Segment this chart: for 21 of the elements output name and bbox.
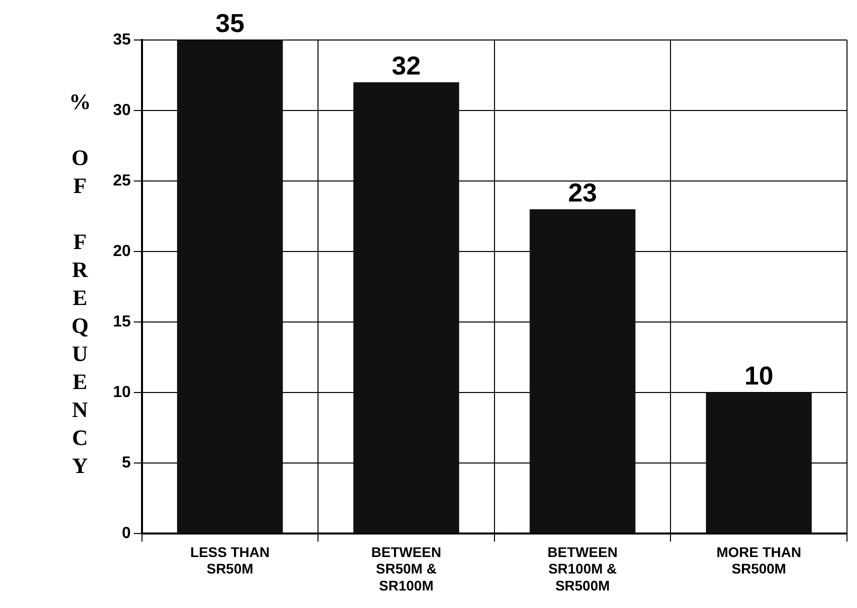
text: % OF FREQUENCY [69, 89, 91, 478]
data-label: 32 [392, 50, 421, 80]
x-tick-label: BETWEEN SR100M & SR500M [548, 544, 618, 594]
data-label: 23 [568, 177, 598, 208]
bar [706, 392, 812, 534]
y-tick-label: 35 [113, 31, 131, 48]
x-tick-label: LESS THAN SR50M [190, 544, 270, 577]
y-tick-label: 15 [113, 313, 131, 330]
y-tick-label: 25 [113, 172, 131, 190]
y-tick-label: 30 [113, 102, 131, 119]
y-tick-label: 5 [122, 454, 131, 472]
bar [530, 209, 636, 534]
y-tick-label: 20 [113, 242, 131, 260]
bar [353, 82, 460, 534]
y-tick-label: 0 [122, 525, 131, 542]
data-label: 35 [215, 8, 244, 38]
bar [177, 40, 283, 534]
x-tick-label: MORE THAN SR500M [716, 544, 802, 577]
y-tick-label: 10 [113, 384, 131, 401]
data-label: 10 [744, 360, 774, 391]
x-tick-label: BETWEEN SR50M & SR100M [371, 544, 442, 594]
